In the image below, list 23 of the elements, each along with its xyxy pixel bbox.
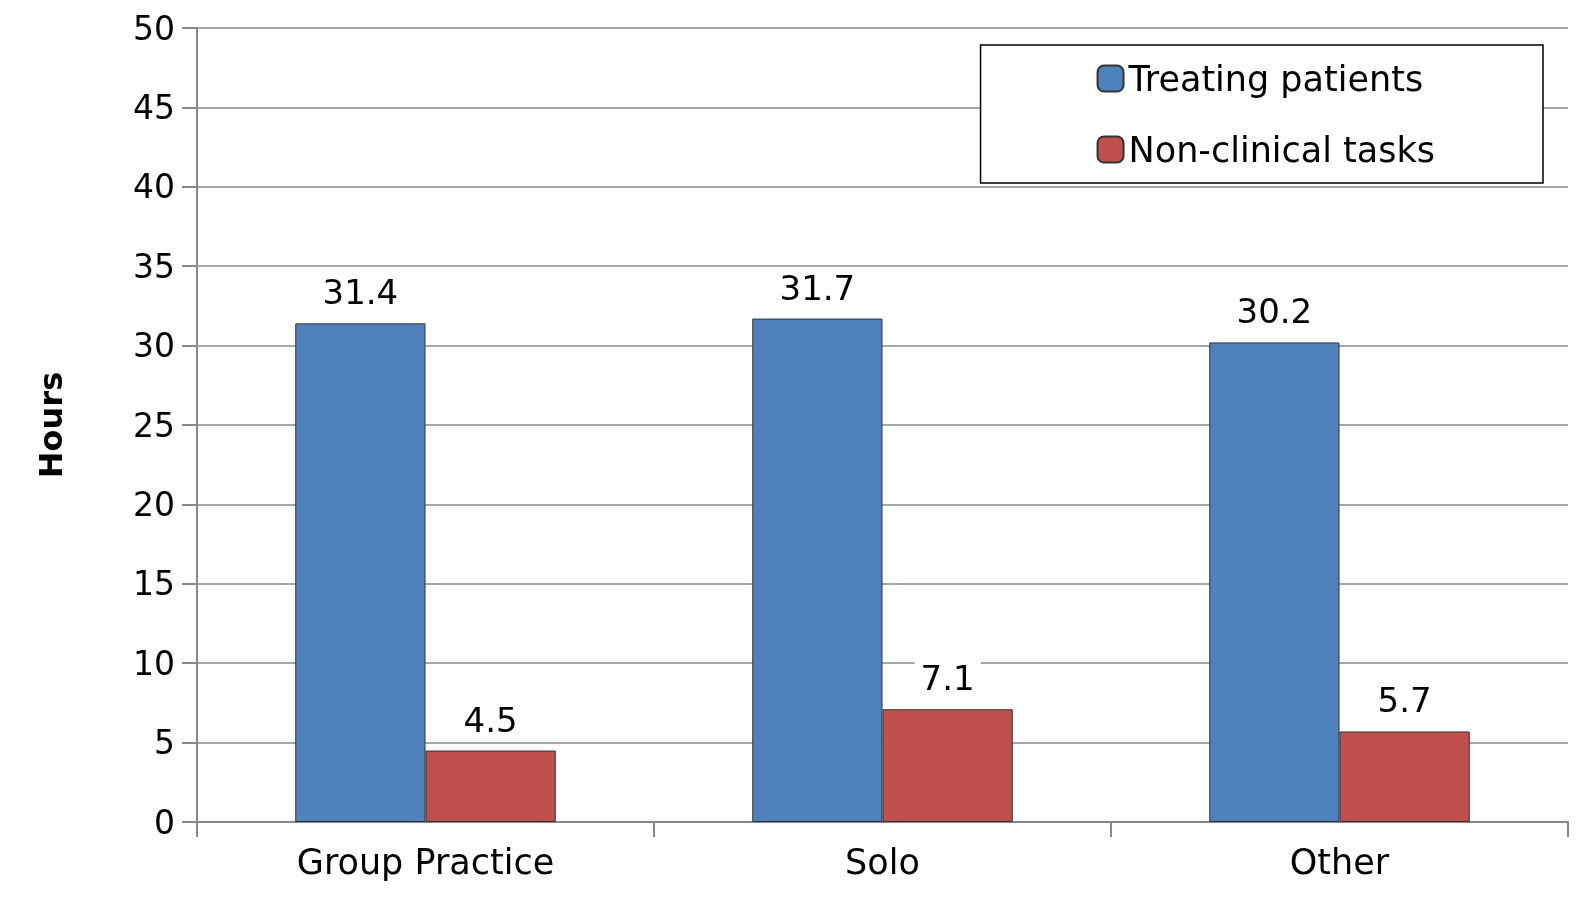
y-tick-label: 30 [133, 326, 175, 366]
y-tick-label: 0 [154, 802, 175, 842]
y-tick-label: 5 [154, 723, 175, 763]
data-label: 7.1 [920, 658, 975, 699]
y-tick-label: 35 [133, 246, 175, 286]
y-tick-label: 40 [133, 167, 175, 207]
data-label: 31.4 [322, 272, 399, 313]
data-label: 5.7 [1377, 680, 1432, 721]
x-tick-label: Other [1289, 841, 1390, 882]
legend-label: Non-clinical tasks [1128, 129, 1436, 170]
y-tick-label: 20 [133, 484, 175, 524]
data-label: 4.5 [463, 699, 518, 740]
y-tick-label: 25 [133, 405, 175, 445]
y-tick-label: 45 [133, 87, 175, 127]
data-label: 30.2 [1236, 291, 1313, 332]
y-tick-label: 15 [133, 564, 175, 604]
y-axis-title: Hours [32, 371, 70, 479]
legend-label: Treating patients [1127, 58, 1424, 99]
data-label: 31.7 [779, 267, 856, 308]
x-tick-label: Solo [845, 841, 920, 882]
x-tick-label: Group Practice [296, 841, 555, 882]
y-tick-label: 10 [133, 643, 175, 683]
y-tick-label: 50 [133, 8, 175, 48]
